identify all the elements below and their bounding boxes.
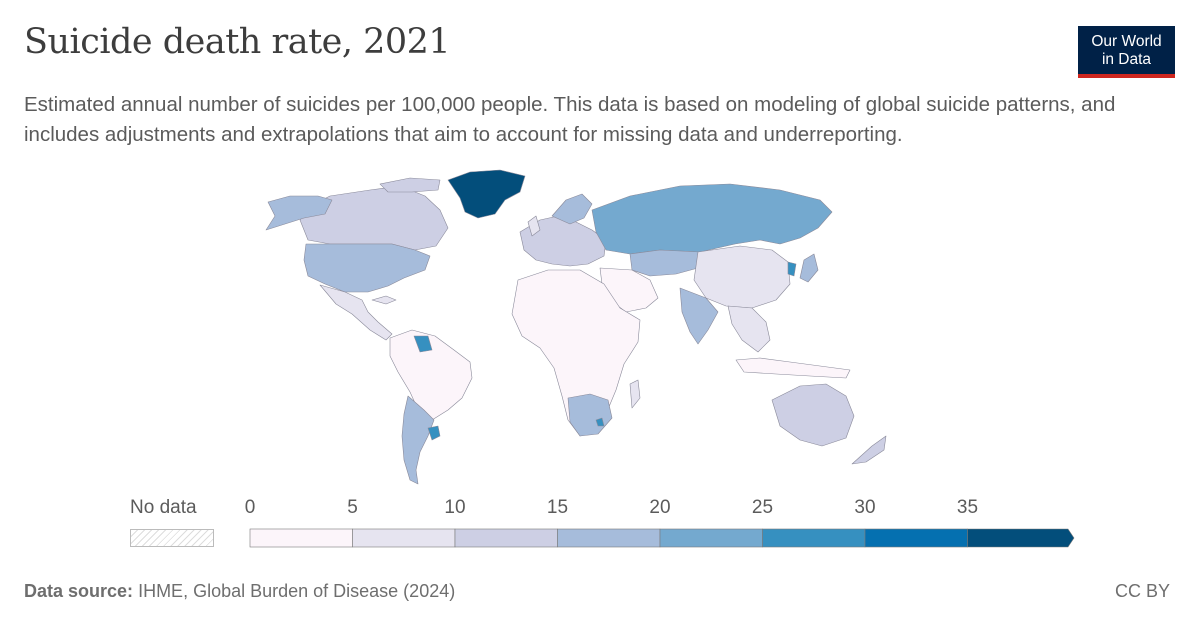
legend-bin-2[interactable] bbox=[454, 528, 558, 548]
legend-color-scale bbox=[249, 528, 1075, 548]
region-madagascar bbox=[629, 379, 641, 409]
legend-bin-6[interactable] bbox=[864, 528, 968, 548]
legend-bin-3[interactable] bbox=[557, 528, 661, 548]
region-southern-cone bbox=[401, 395, 435, 485]
data-source-text: IHME, Global Burden of Disease (2024) bbox=[138, 581, 456, 601]
region-australia bbox=[771, 383, 855, 447]
chart-title: Suicide death rate, 2021 bbox=[24, 22, 451, 62]
region-russia bbox=[591, 183, 833, 255]
region-alaska bbox=[265, 195, 333, 231]
legend-no-data-swatch bbox=[130, 529, 214, 547]
data-source-label: Data source: bbox=[24, 581, 134, 601]
region-guyana bbox=[413, 335, 433, 353]
legend-tick-25: 25 bbox=[751, 497, 774, 518]
region-arctic-islands bbox=[379, 177, 441, 193]
logo-line-1: Our World bbox=[1091, 33, 1162, 50]
legend-bin-5[interactable] bbox=[762, 528, 866, 548]
region-japan bbox=[799, 253, 819, 283]
region-mexico bbox=[319, 284, 393, 341]
legend-tick-20: 20 bbox=[649, 497, 671, 518]
world-map[interactable] bbox=[0, 0, 1200, 500]
legend-tick-0: 0 bbox=[244, 497, 256, 518]
legend-bin-7[interactable] bbox=[967, 528, 1075, 548]
region-central-asia bbox=[629, 249, 701, 277]
legend-bin-4[interactable] bbox=[659, 528, 763, 548]
data-source: Data source: IHME, Global Burden of Dise… bbox=[24, 581, 455, 602]
legend-bin-0[interactable] bbox=[249, 528, 353, 548]
region-uruguay bbox=[427, 425, 441, 441]
legend-tick-35: 35 bbox=[956, 497, 979, 518]
region-usa bbox=[303, 243, 431, 293]
legend-bin-1[interactable] bbox=[352, 528, 456, 548]
region-southern-africa bbox=[567, 393, 613, 437]
region-se-asia bbox=[727, 305, 771, 353]
logo-line-2: in Data bbox=[1101, 51, 1152, 68]
region-new-zealand bbox=[851, 435, 887, 465]
region-india bbox=[679, 287, 719, 345]
legend-tick-10: 10 bbox=[444, 497, 466, 518]
region-china bbox=[693, 245, 791, 309]
region-south-america-north bbox=[389, 329, 473, 421]
legend-tick-15: 15 bbox=[546, 497, 569, 518]
license[interactable]: CC BY bbox=[1114, 581, 1170, 601]
region-scandinavia bbox=[551, 193, 593, 225]
region-canada bbox=[299, 185, 449, 251]
region-lesotho bbox=[595, 417, 605, 427]
legend-no-data-label: No data bbox=[130, 497, 197, 518]
region-caribbean bbox=[371, 295, 397, 305]
legend-tick-5: 5 bbox=[347, 497, 358, 518]
owid-logo[interactable]: Our World in Data bbox=[1078, 26, 1175, 78]
region-uk bbox=[527, 215, 541, 237]
region-greenland bbox=[447, 169, 526, 219]
region-indonesia bbox=[735, 357, 851, 379]
chart-subtitle: Estimated annual number of suicides per … bbox=[24, 93, 1116, 146]
region-korea bbox=[787, 261, 797, 277]
legend-tick-30: 30 bbox=[854, 497, 876, 518]
